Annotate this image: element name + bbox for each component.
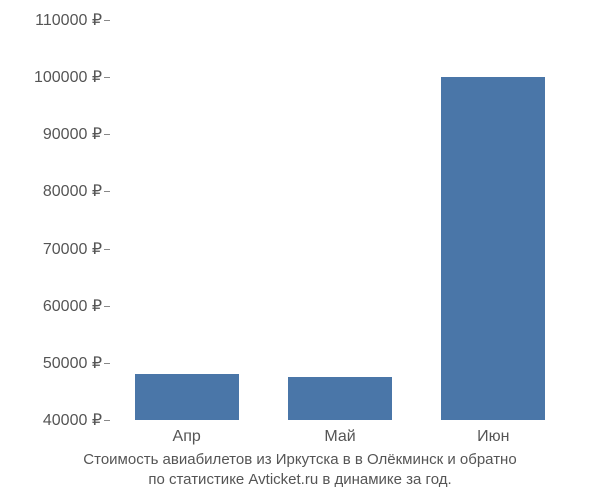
x-axis-tick-label: Май [324,428,355,446]
y-axis-tick-label: 60000 ₽ [43,296,102,316]
y-axis-tick-label: 90000 ₽ [43,124,102,144]
y-axis-tick-label: 100000 ₽ [34,67,102,87]
y-axis-tick [104,249,110,250]
y-axis-tick [104,134,110,135]
y-axis-tick [104,363,110,364]
x-axis-tick-label: Июн [477,428,509,446]
y-axis-tick [104,420,110,421]
chart-bar [288,377,392,420]
x-axis-tick-label: Апр [173,428,201,446]
y-axis-tick-label: 40000 ₽ [43,410,102,430]
y-axis-tick-label: 70000 ₽ [43,239,102,259]
chart-caption: Стоимость авиабилетов из Иркутска в в Ол… [0,450,600,491]
y-axis-tick-label: 50000 ₽ [43,353,102,373]
y-axis-tick [104,77,110,78]
y-axis-tick [104,191,110,192]
caption-line-1: Стоимость авиабилетов из Иркутска в в Ол… [83,451,516,468]
y-axis-tick-label: 80000 ₽ [43,181,102,201]
caption-line-2: по статистике Avticket.ru в динамике за … [148,471,451,488]
chart-bar [441,77,545,420]
y-axis-tick [104,20,110,21]
y-axis-tick [104,306,110,307]
y-axis-tick-label: 110000 ₽ [35,10,102,30]
price-bar-chart: 40000 ₽ 50000 ₽ 60000 ₽ 70000 ₽ 80000 ₽ 90000… [0,0,600,500]
chart-bar [135,374,239,420]
